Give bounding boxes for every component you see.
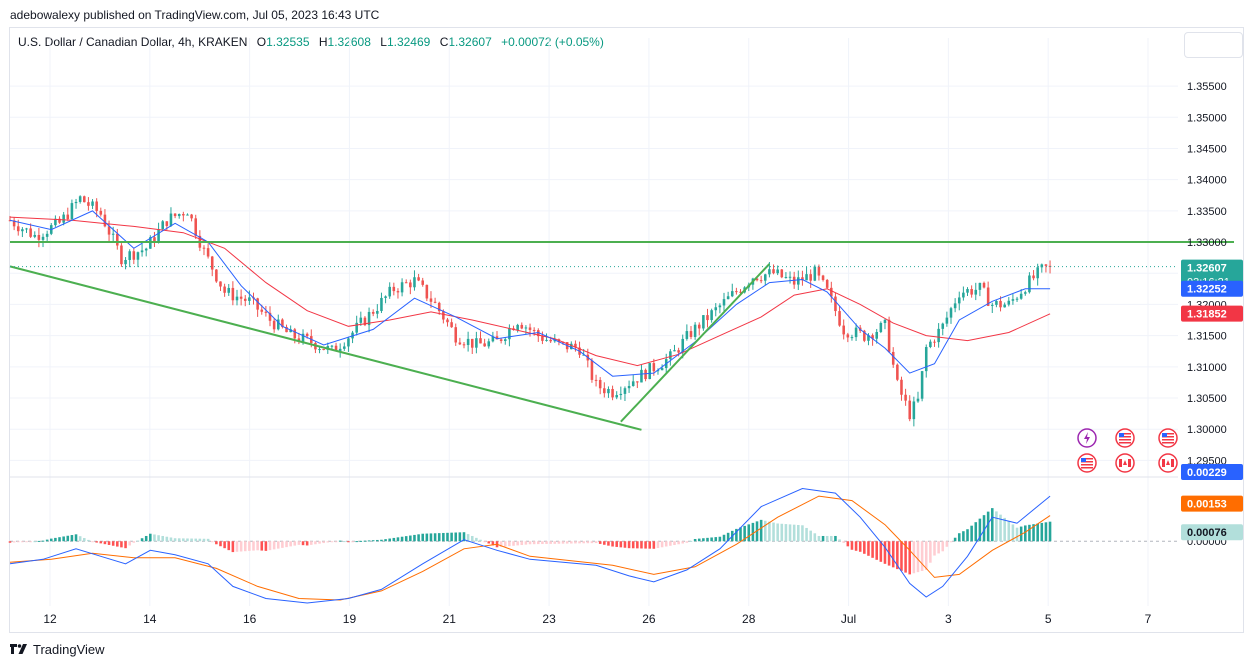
high-value: 1.32608	[327, 35, 371, 49]
tradingview-logo-icon	[10, 643, 27, 654]
open-label: O	[256, 35, 267, 49]
footer: TradingView	[10, 642, 105, 657]
change-value: +0.00072 (+0.05%)	[501, 35, 604, 49]
footer-brand: TradingView	[33, 642, 105, 657]
symbol-title: U.S. Dollar / Canadian Dollar, 4h, KRAKE…	[18, 35, 248, 49]
close-value: 1.32607	[448, 35, 492, 49]
published-caption: adebowalexy published on TradingView.com…	[10, 8, 380, 22]
open-value: 1.32535	[266, 35, 310, 49]
chart-frame	[9, 27, 1244, 633]
low-value: 1.32469	[386, 35, 431, 49]
close-label: C	[439, 35, 449, 49]
low-label: L	[380, 35, 387, 49]
chart-settings-button[interactable]	[1184, 32, 1243, 58]
high-label: H	[318, 35, 328, 49]
symbol-legend: U.S. Dollar / Canadian Dollar, 4h, KRAKE…	[18, 35, 604, 49]
